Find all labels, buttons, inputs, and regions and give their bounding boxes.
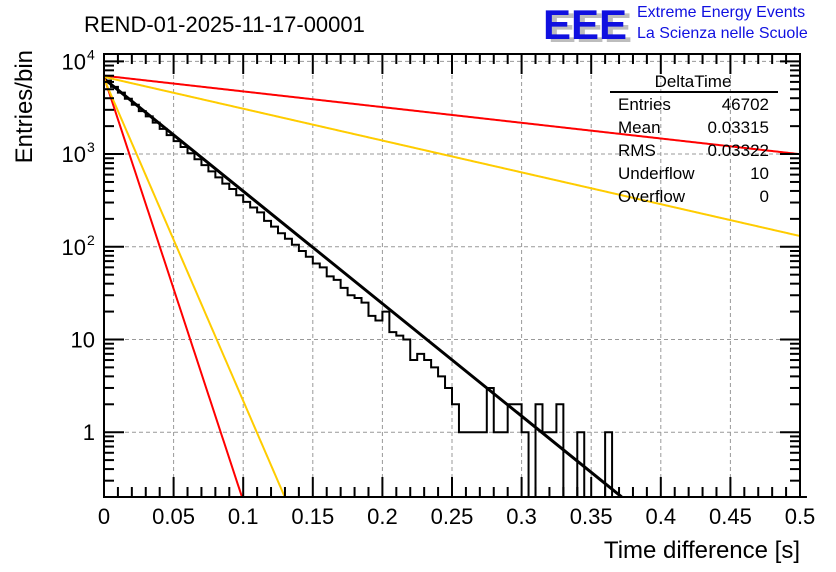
y-tick-label: 1 bbox=[83, 420, 95, 445]
x-tick-label: 0.1 bbox=[228, 504, 259, 529]
stats-value: 0.03315 bbox=[708, 118, 769, 137]
logo-mark: EEE bbox=[543, 1, 627, 48]
x-tick-label: 0 bbox=[98, 504, 110, 529]
logo-line1: Extreme Energy Events bbox=[637, 4, 805, 21]
stats-value: 0 bbox=[760, 187, 769, 206]
y-tick-label-exponent: 3 bbox=[87, 139, 95, 155]
stats-label: RMS bbox=[618, 141, 656, 160]
eee-logo: EEE EEE Extreme Energy Events La Scienza… bbox=[543, 1, 808, 51]
x-tick-label: 0.05 bbox=[152, 504, 195, 529]
stats-title: DeltaTime bbox=[655, 72, 732, 91]
axis-ticks bbox=[103, 54, 801, 498]
x-tick-label: 0.4 bbox=[646, 504, 677, 529]
y-tick-label: 10 bbox=[62, 49, 86, 74]
fit-line-red-shallow bbox=[103, 74, 801, 156]
y-tick-label-exponent: 2 bbox=[87, 232, 95, 248]
stats-value: 46702 bbox=[722, 95, 769, 114]
fit-line-orange-steep bbox=[103, 78, 286, 498]
y-tick-label-exponent: 4 bbox=[87, 46, 95, 62]
x-tick-label: 0.35 bbox=[570, 504, 613, 529]
y-tick-label: 10 bbox=[62, 142, 86, 167]
stats-label: Overflow bbox=[618, 187, 686, 206]
stats-box: DeltaTime Entries 46702 Mean 0.03315 RMS 0.03… bbox=[610, 72, 778, 206]
fit-line-fit bbox=[103, 77, 623, 499]
y-tick-label: 10 bbox=[62, 235, 86, 260]
stats-label: Underflow bbox=[618, 164, 695, 183]
y-tick-label: 10 bbox=[71, 327, 95, 352]
logo-line2: La Scienza nelle Scuole bbox=[637, 25, 808, 42]
x-tick-label: 0.3 bbox=[506, 504, 537, 529]
fit-lines bbox=[103, 74, 801, 499]
x-tick-label: 0.25 bbox=[431, 504, 474, 529]
x-tick-labels: 0 0.05 0.1 0.15 0.2 0.25 0.3 0.35 0.4 0.45 0.5 bbox=[98, 504, 815, 529]
logo-mark-shadow: EEE bbox=[548, 4, 632, 51]
y-axis-label: Entries/bin bbox=[11, 50, 38, 163]
x-tick-label: 0.5 bbox=[785, 504, 816, 529]
stats-value: 0.03322 bbox=[708, 141, 769, 160]
stats-label: Mean bbox=[618, 118, 661, 137]
grid bbox=[104, 54, 800, 497]
stats-label: Entries bbox=[618, 95, 671, 114]
fit-line-orange-shallow bbox=[103, 75, 801, 237]
fit-line-red-steep bbox=[103, 76, 243, 498]
x-axis-label: Time difference [s] bbox=[604, 537, 800, 564]
x-tick-label: 0.15 bbox=[291, 504, 334, 529]
x-tick-label: 0.2 bbox=[367, 504, 398, 529]
x-tick-label: 0.45 bbox=[709, 504, 752, 529]
stats-value: 10 bbox=[750, 164, 769, 183]
chart-title: REND-01-2025-11-17-00001 bbox=[84, 12, 365, 37]
